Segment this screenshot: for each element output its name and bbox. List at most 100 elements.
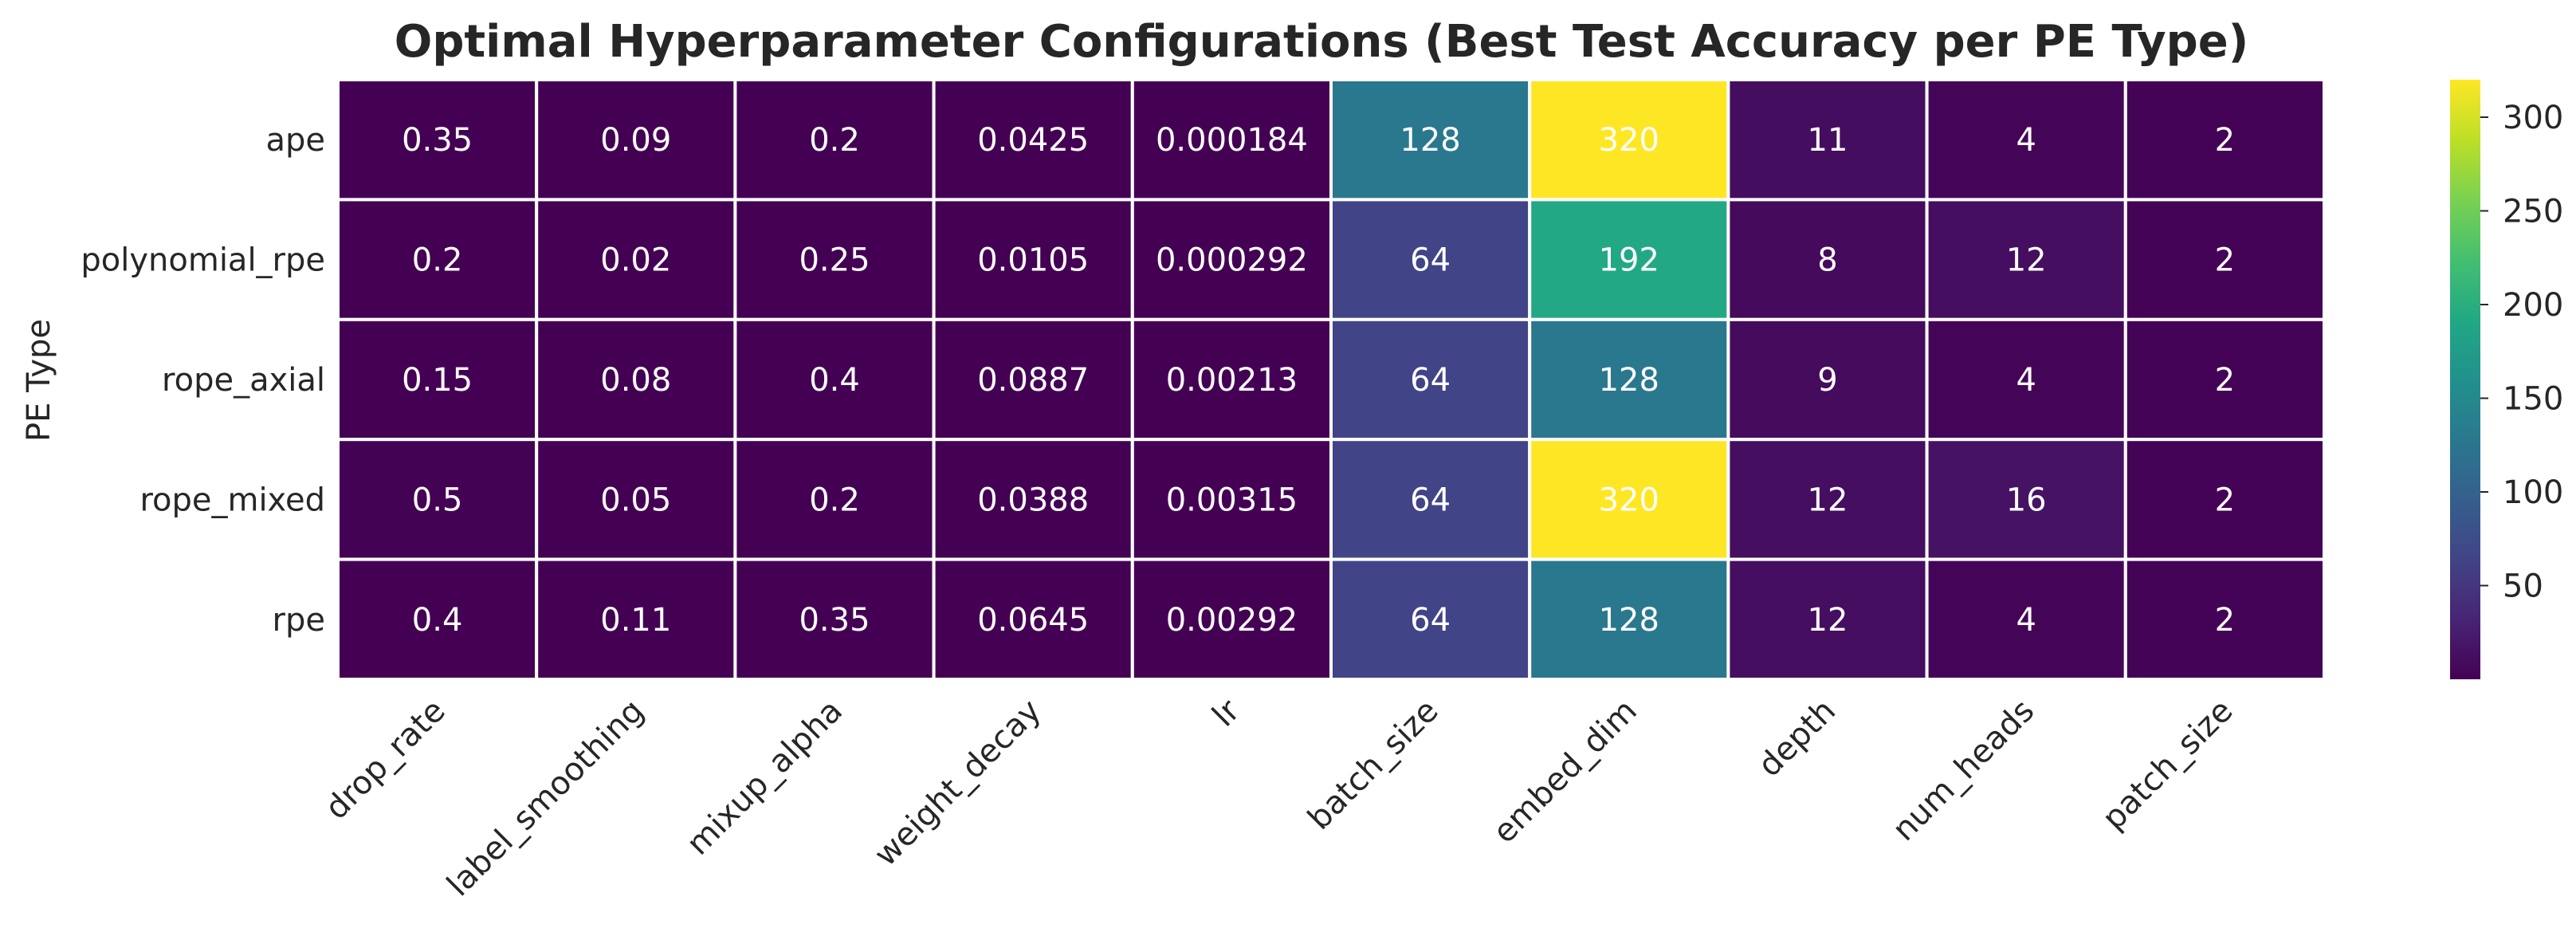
row-label: ape: [265, 122, 325, 159]
cell-annotation: 0.2: [412, 242, 463, 279]
heatmap-cell: [1726, 317, 1929, 442]
cell-annotation: 320: [1599, 482, 1659, 518]
cell-annotation: 0.000292: [1156, 242, 1308, 279]
heatmap-cell: [1329, 438, 1532, 561]
cell-annotation: 0.00213: [1166, 362, 1298, 399]
cell-annotation: 2: [2215, 122, 2235, 159]
cell-annotation: 12: [2006, 242, 2047, 279]
cell-annotation: 128: [1599, 362, 1659, 399]
column-label: label_smoothing: [440, 693, 651, 904]
cell-annotation: 0.02: [600, 242, 671, 279]
chart-title: Optimal Hyperparameter Configurations (B…: [395, 16, 2249, 68]
cell-annotation: 64: [1410, 242, 1451, 279]
heatmap-cell: [1130, 557, 1333, 681]
heatmap-cell: [535, 198, 737, 321]
cell-annotation: 0.00315: [1166, 482, 1298, 518]
heatmap-cell: [1925, 438, 2127, 561]
cell-annotation: 0.35: [799, 602, 870, 639]
column-label: batch_size: [1301, 693, 1445, 837]
cell-annotation: 0.2: [809, 122, 860, 159]
heatmap-cell: [1528, 438, 1730, 561]
heatmap-cell: [1329, 557, 1532, 681]
cell-annotation: 0.11: [600, 602, 671, 639]
heatmap-cell: [1528, 557, 1730, 681]
cell-annotation: 0.2: [809, 482, 860, 518]
heatmap-cell: [1329, 78, 1532, 202]
cell-annotation: 0.5: [412, 482, 463, 518]
heatmap-cell: [336, 78, 539, 202]
heatmap-cell: [1528, 198, 1730, 321]
heatmap-cell: [932, 198, 1134, 321]
heatmap-cell: [336, 438, 539, 561]
colorbar-tick-label: 50: [2503, 568, 2543, 605]
cell-annotation: 2: [2215, 242, 2235, 279]
heatmap-cell: [1925, 198, 2127, 321]
cell-annotation: 128: [1599, 602, 1659, 639]
heatmap-cell: [2123, 557, 2327, 681]
cell-annotation: 12: [1808, 482, 1848, 518]
heatmap-cell: [2123, 438, 2327, 561]
row-label: rpe: [273, 602, 325, 639]
colorbar: [2450, 80, 2480, 679]
heatmap-cell: [1726, 557, 1929, 681]
cell-annotation: 11: [1808, 122, 1848, 159]
cell-annotation: 0.4: [412, 602, 463, 639]
cell-annotation: 128: [1400, 122, 1460, 159]
column-label: drop_rate: [318, 693, 452, 827]
cell-annotation: 0.09: [600, 122, 671, 159]
heatmap-cell: [733, 78, 936, 202]
heatmap-cell: [535, 78, 737, 202]
cell-annotation: 0.4: [809, 362, 860, 399]
heatmap-cell: [2123, 198, 2327, 321]
cell-annotations: 0.35 0.09 0.2 0.0425 0.000184 128 320 11 4 20.2 0.…: [402, 122, 2235, 639]
cell-annotation: 64: [1410, 602, 1451, 639]
heatmap-cell: [2123, 78, 2327, 202]
cell-annotation: 0.05: [600, 482, 671, 518]
cell-annotation: 12: [1808, 602, 1848, 639]
cell-annotation: 64: [1410, 362, 1451, 399]
heatmap-cell: [1726, 198, 1929, 321]
cell-annotation: 8: [1817, 242, 1837, 279]
heatmap-cell: [1925, 317, 2127, 442]
row-label: rope_mixed: [139, 482, 325, 518]
cell-annotation: 2: [2215, 602, 2235, 639]
heatmap-cell: [733, 557, 936, 681]
heatmap-cell: [535, 557, 737, 681]
cell-annotation: 0.0388: [977, 482, 1089, 518]
cell-annotation: 0.0425: [977, 122, 1089, 159]
column-label: patch_size: [2095, 693, 2240, 837]
colorbar-tick-label: 250: [2503, 194, 2563, 230]
row-label: polynomial_rpe: [80, 242, 325, 279]
cell-annotation: 192: [1599, 242, 1659, 279]
heatmap-cell: [1726, 78, 1929, 202]
column-label: lr: [1205, 692, 1247, 733]
cell-annotation: 0.00292: [1166, 602, 1298, 639]
heatmap-cells: [336, 78, 2327, 681]
column-label: num_heads: [1886, 693, 2041, 848]
cell-annotation: 0.08: [600, 362, 671, 399]
column-label: mixup_alpha: [680, 693, 850, 863]
cell-annotation: 64: [1410, 482, 1451, 518]
column-label: weight_decay: [867, 693, 1048, 874]
cell-annotation: 0.0645: [977, 602, 1089, 639]
cell-annotation: 9: [1817, 362, 1837, 399]
cell-annotation: 320: [1599, 122, 1659, 159]
cell-annotation: 0.35: [402, 122, 473, 159]
colorbar-tick-label: 300: [2503, 100, 2563, 136]
colorbar-tick-label: 200: [2503, 287, 2563, 324]
heatmap-cell: [336, 317, 539, 442]
cell-annotation: 2: [2215, 362, 2235, 399]
heatmap-cell: [535, 317, 737, 442]
column-label: depth: [1751, 693, 1843, 785]
heatmap-cell: [1329, 198, 1532, 321]
cell-annotation: 0.15: [402, 362, 473, 399]
colorbar-tick-label: 150: [2503, 381, 2563, 418]
heatmap-cell: [1925, 557, 2127, 681]
colorbar-tick-label: 100: [2503, 474, 2563, 511]
cell-annotation: 0.0887: [977, 362, 1089, 399]
heatmap-cell: [336, 557, 539, 681]
